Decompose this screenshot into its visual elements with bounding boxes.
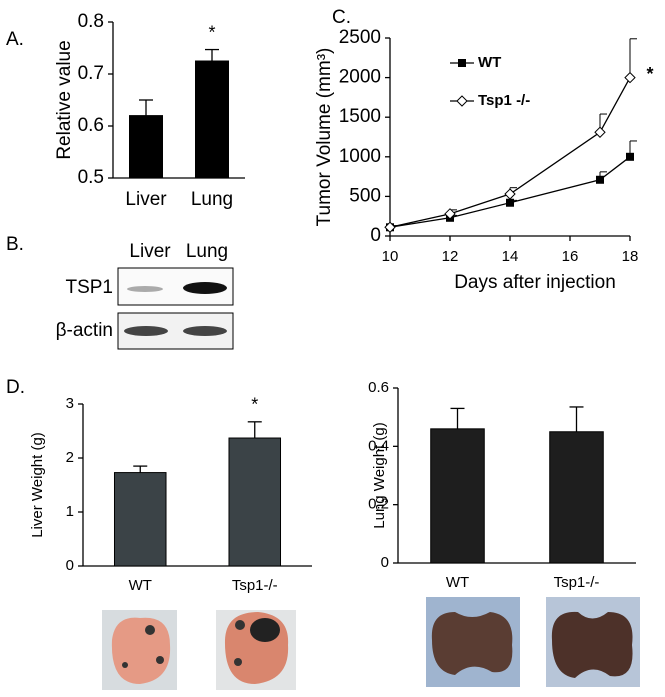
marker	[444, 208, 456, 220]
x-axis-label: Days after injection	[454, 272, 616, 293]
y-tick-label: 0.6	[368, 379, 389, 396]
panel-label: A.	[6, 29, 24, 50]
y-tick-label: 0	[381, 554, 389, 571]
x-tick-label: WT	[129, 577, 152, 594]
bar	[113, 472, 167, 567]
y-tick-label: 2500	[339, 27, 381, 48]
y-tick-label: 0.4	[368, 437, 389, 454]
blot-row: β-actin	[56, 320, 113, 341]
marker	[506, 198, 514, 207]
y-axis-label: Liver Weight (g)	[29, 432, 46, 538]
marker	[626, 152, 634, 161]
bar	[228, 437, 282, 567]
y-tick-label: 0.8	[78, 11, 104, 32]
annotation: *	[251, 395, 258, 415]
marker	[456, 95, 468, 107]
photo-liver	[111, 617, 171, 684]
y-tick-label: 1	[66, 503, 74, 520]
x-tick-label: Lung	[191, 189, 233, 210]
y-tick-label: 2000	[339, 67, 381, 88]
x-tick-label: 14	[502, 248, 519, 265]
blot-band	[183, 282, 227, 294]
y-axis-label: Tumor Volume (mm³)	[314, 48, 335, 227]
y-axis-label: Relative value	[54, 40, 75, 159]
marker	[596, 175, 604, 184]
annotation: *	[646, 64, 653, 84]
blot-column: Lung	[186, 241, 228, 262]
panel-label: D.	[6, 377, 25, 398]
y-tick-label: 1000	[339, 146, 381, 167]
y-tick-label: 500	[349, 185, 381, 206]
x-tick-label: Tsp1-/-	[554, 574, 600, 591]
x-tick-label: Liver	[125, 189, 167, 210]
panel-label: B.	[6, 234, 24, 255]
marker	[504, 188, 516, 200]
blot-row: TSP1	[65, 277, 113, 298]
x-tick-label: 12	[442, 248, 459, 265]
y-tick-label: 3	[66, 395, 74, 412]
bar	[129, 115, 163, 179]
legend-label: WT	[478, 54, 501, 71]
y-tick-label: 0.6	[78, 115, 104, 136]
x-tick-label: 10	[382, 248, 399, 265]
y-tick-label: 1500	[339, 106, 381, 127]
bar	[195, 60, 229, 179]
bar	[430, 428, 485, 564]
marker	[384, 221, 396, 233]
blot-band	[127, 286, 163, 292]
y-tick-label: 0.7	[78, 63, 104, 84]
photo-lung	[551, 611, 633, 678]
marker	[624, 71, 636, 84]
marker	[594, 126, 606, 138]
x-tick-label: Tsp1-/-	[232, 577, 278, 594]
blot-band	[183, 326, 227, 336]
y-tick-label: 0	[66, 557, 74, 574]
panel-label: C.	[332, 7, 351, 28]
y-tick-label: 0.2	[368, 496, 389, 513]
annotation: *	[208, 22, 215, 42]
x-tick-label: 18	[622, 248, 639, 265]
marker	[458, 59, 466, 67]
bar	[549, 431, 604, 564]
photo-lung	[431, 612, 513, 675]
y-tick-label: 0.5	[78, 167, 104, 188]
y-axis-label: Lung Weight (g)	[371, 422, 388, 528]
x-tick-label: WT	[446, 574, 469, 591]
blot-column: Liver	[129, 241, 171, 262]
y-tick-label: 2	[66, 449, 74, 466]
y-tick-label: 0	[370, 225, 381, 246]
blot-band	[124, 326, 168, 336]
legend-label: Tsp1 -/-	[478, 92, 530, 109]
x-tick-label: 16	[562, 248, 579, 265]
